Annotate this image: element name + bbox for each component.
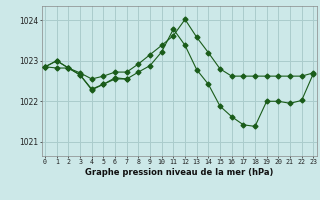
- X-axis label: Graphe pression niveau de la mer (hPa): Graphe pression niveau de la mer (hPa): [85, 168, 273, 177]
